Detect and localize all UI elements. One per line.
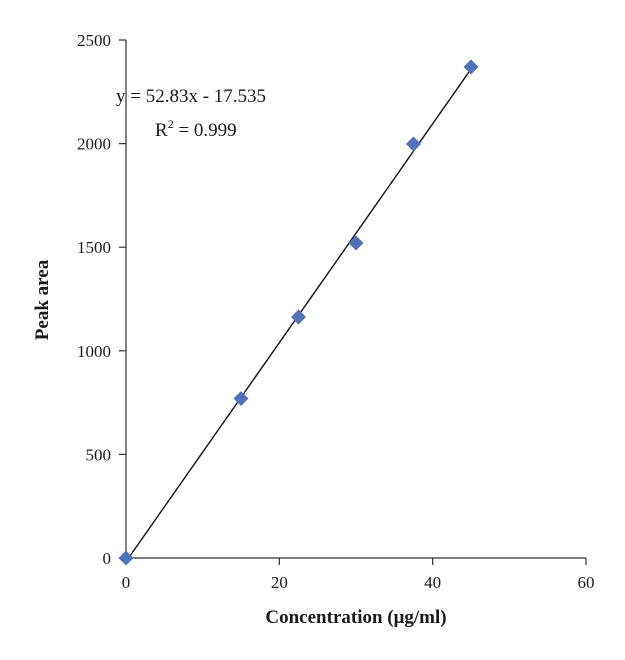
x-tick-label: 20 bbox=[271, 573, 288, 592]
data-point-marker bbox=[406, 136, 421, 152]
y-tick-label: 1000 bbox=[77, 342, 111, 361]
data-points bbox=[118, 59, 479, 566]
r-squared-value: = 0.999 bbox=[174, 120, 237, 141]
chart-axes bbox=[125, 40, 586, 559]
x-tick-label: 0 bbox=[122, 573, 131, 592]
y-tick-label: 2500 bbox=[77, 31, 111, 50]
y-tick-label: 500 bbox=[86, 445, 112, 464]
trendline-equation: y = 52.83x - 17.535 bbox=[116, 86, 266, 107]
x-tick-label: 60 bbox=[578, 573, 595, 592]
data-point-marker bbox=[291, 309, 306, 325]
x-tick-label: 40 bbox=[424, 573, 441, 592]
y-tick-label: 0 bbox=[103, 549, 112, 568]
x-axis-title: Concentration (μg/ml) bbox=[265, 607, 446, 628]
x-axis-ticks: 0 20 40 60 bbox=[122, 558, 595, 592]
data-point-marker bbox=[463, 59, 479, 75]
y-tick-label: 2000 bbox=[77, 135, 111, 154]
data-point-marker bbox=[233, 390, 249, 406]
r-squared-prefix: R bbox=[155, 120, 168, 141]
y-tick-label: 1500 bbox=[77, 238, 111, 257]
r-squared-label: R2 = 0.999 bbox=[155, 117, 237, 141]
data-point-marker bbox=[348, 235, 364, 251]
y-axis-ticks: 0 500 1000 1500 2000 2500 bbox=[77, 31, 126, 568]
y-axis-title: Peak area bbox=[32, 259, 53, 340]
data-point-marker bbox=[118, 550, 134, 566]
r-squared-superscript: 2 bbox=[168, 117, 174, 131]
